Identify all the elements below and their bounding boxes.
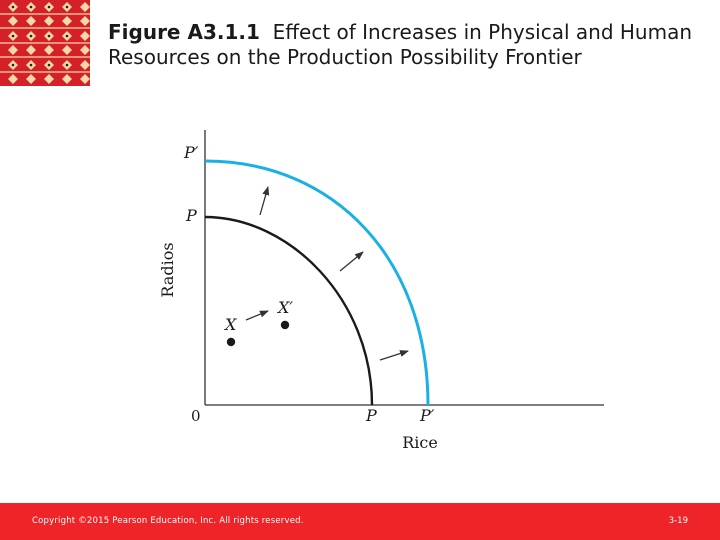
- shift-arrow-top: [259, 186, 270, 216]
- new-frontier-curve: [204, 159, 430, 406]
- y-tick-old-frontier: P: [185, 206, 197, 225]
- point-x: [226, 337, 236, 347]
- footer-bar: Copyright ©2015 Pearson Education, Inc. …: [0, 503, 720, 540]
- copyright-text: Copyright ©2015 Pearson Education, Inc. …: [32, 516, 304, 526]
- point-x-label: X: [223, 315, 237, 334]
- x-axis-label: Rice: [402, 433, 438, 452]
- point-x-prime: [280, 320, 290, 330]
- origin-label: 0: [191, 407, 201, 425]
- publisher-logo: [0, 0, 90, 86]
- y-axis-label: Radios: [158, 242, 177, 297]
- figure-label: Figure A3.1.1: [108, 20, 260, 44]
- shift-arrow-x: [245, 310, 269, 321]
- y-tick-new-frontier: P′: [183, 143, 199, 162]
- figure-title-text: Effect of Increases in Physical and Huma…: [108, 20, 692, 69]
- x-tick-old-frontier: P: [365, 406, 377, 425]
- slide-title: Figure A3.1.1 Effect of Increases in Phy…: [108, 20, 708, 70]
- x-tick-new-frontier: P′: [419, 406, 435, 425]
- shift-arrow-middle: [339, 251, 364, 272]
- shift-arrow-bottom: [379, 350, 409, 361]
- slide-number: 3-19: [668, 516, 688, 526]
- point-x-prime-label: X′: [276, 298, 293, 317]
- old-frontier-curve: [204, 215, 374, 406]
